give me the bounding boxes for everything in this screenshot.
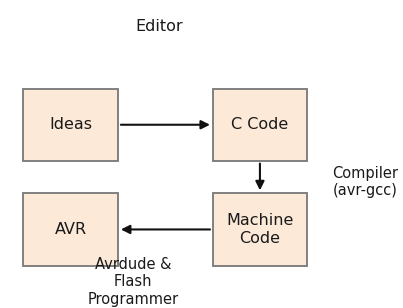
FancyBboxPatch shape: [23, 193, 118, 265]
FancyBboxPatch shape: [213, 89, 307, 161]
Text: Ideas: Ideas: [49, 117, 92, 132]
Text: Avrdude &
Flash
Programmer: Avrdude & Flash Programmer: [87, 257, 179, 307]
Text: Compiler
(avr-gcc): Compiler (avr-gcc): [332, 165, 399, 198]
Text: Editor: Editor: [135, 19, 183, 34]
FancyBboxPatch shape: [23, 89, 118, 161]
Text: Machine
Code: Machine Code: [226, 213, 294, 246]
Text: AVR: AVR: [54, 222, 87, 237]
FancyBboxPatch shape: [213, 193, 307, 265]
Text: C Code: C Code: [231, 117, 289, 132]
